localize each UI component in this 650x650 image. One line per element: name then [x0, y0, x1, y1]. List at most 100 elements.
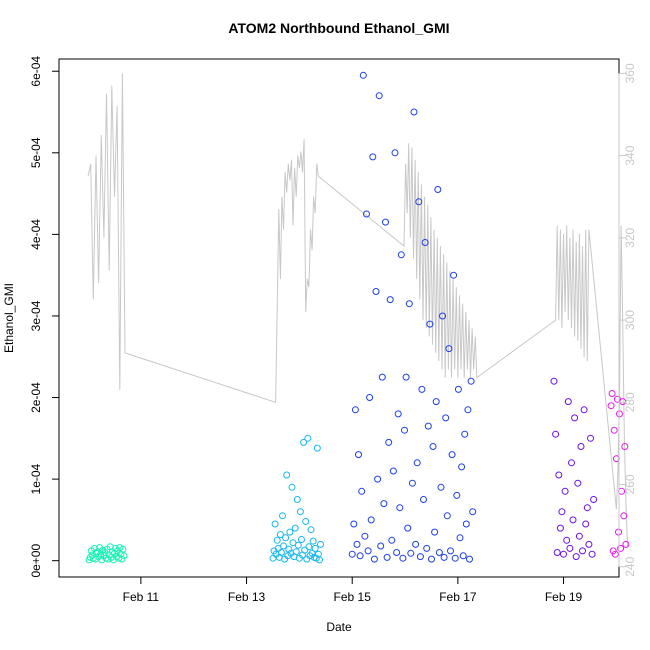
scatter-point: [563, 536, 571, 544]
scatter-point: [291, 524, 299, 532]
scatter-point: [553, 549, 561, 556]
scatter-point: [443, 512, 451, 520]
scatter-point: [404, 524, 412, 532]
scatter-point: [580, 406, 588, 414]
scatter-point: [348, 550, 356, 558]
y-axis-left: 0e+00 1e-04 2e-04 3e-04 4e-04 5e-04 6e-04: [29, 56, 60, 578]
scatter-point: [313, 444, 321, 452]
scatter-point: [448, 451, 456, 459]
scatter-point: [269, 554, 277, 562]
scatter-point: [454, 385, 462, 393]
scatter-point: [119, 545, 127, 553]
scatter-point: [447, 547, 454, 555]
y2-tick-label: 280: [623, 392, 637, 412]
x-tick-label: Feb 17: [439, 590, 477, 604]
scatter-point: [408, 479, 416, 487]
scatter-point: [377, 542, 385, 550]
y2-tick-label: 340: [623, 145, 637, 165]
scatter-point: [288, 483, 296, 491]
x-tick-label: Feb 11: [123, 590, 160, 604]
y2-tick-label: 320: [623, 228, 637, 248]
scatter-point: [286, 528, 294, 536]
scatter-point: [561, 487, 569, 495]
scatter-point: [316, 556, 323, 564]
scatter-point: [375, 92, 383, 100]
scatter-point: [317, 540, 324, 548]
scatter-point: [610, 426, 618, 434]
scatter-point: [364, 547, 372, 555]
scatter-point: [273, 536, 281, 544]
scatter-point: [453, 491, 461, 499]
scatter-point: [309, 537, 317, 545]
scatter-point: [588, 550, 596, 558]
scatter-point: [423, 544, 431, 552]
scatter-series-2: [269, 434, 324, 564]
scatter-point: [394, 410, 402, 418]
scatter-point: [396, 504, 404, 512]
scatter-point: [432, 398, 440, 406]
scatter-point: [426, 320, 434, 328]
scatter-point: [276, 531, 284, 539]
scatter-point: [590, 496, 598, 503]
x-tick-label: Feb 19: [545, 590, 583, 604]
scatter-point: [622, 540, 630, 548]
scatter-point: [587, 434, 594, 442]
scatter-point: [361, 532, 369, 540]
y-tick-label: 5e-04: [29, 137, 43, 168]
scatter-point: [294, 541, 302, 549]
scatter-point: [555, 471, 563, 479]
scatter-point: [386, 296, 394, 304]
y-tick-label: 4e-04: [29, 219, 43, 250]
scatter-point: [462, 520, 470, 528]
scatter-point: [464, 406, 472, 414]
scatter-point: [585, 540, 593, 548]
scatter-point: [271, 520, 279, 528]
scatter-point: [353, 540, 361, 548]
scatter-point: [424, 422, 432, 430]
scatter-point: [418, 385, 426, 393]
scatter-point: [283, 471, 291, 479]
scatter-point: [440, 553, 448, 561]
x-axis-label: Date: [326, 620, 352, 634]
scatter-point: [358, 487, 366, 495]
scatter-point: [412, 540, 420, 548]
scatter-point: [282, 534, 290, 542]
scatter-point: [569, 516, 577, 524]
scatter-point: [620, 512, 628, 520]
scatter-point: [582, 520, 590, 528]
scatter-point: [300, 438, 308, 446]
scatter-point: [451, 554, 459, 562]
scatter-point: [566, 544, 574, 552]
scatter-series-1: [85, 543, 128, 564]
scatter-point: [359, 71, 367, 79]
scatter-point: [305, 543, 313, 551]
scatter-series-4: [550, 377, 598, 561]
y2-tick-label: 240: [623, 556, 637, 576]
scatter-series-3: [348, 71, 477, 563]
scatter-point: [619, 398, 627, 406]
scatter-point: [407, 549, 415, 557]
chart-title: ATOM2 Northbound Ethanol_GMI: [228, 20, 449, 36]
scatter-point: [617, 544, 625, 552]
scatter-point: [574, 479, 582, 487]
scatter-point: [401, 426, 408, 434]
scatter-point: [558, 508, 566, 516]
scatter-point: [351, 406, 359, 414]
scatter-point: [579, 547, 586, 555]
scatter-point: [467, 377, 475, 385]
scatter-point: [369, 153, 377, 161]
scatter-point: [380, 500, 388, 508]
scatter-point: [391, 149, 399, 157]
scatter-point: [458, 463, 466, 471]
scatter-point: [608, 390, 616, 397]
scatter-point: [298, 536, 305, 543]
scatter-point: [571, 414, 579, 422]
scatter-point: [363, 210, 370, 218]
scatter-point: [439, 312, 446, 320]
scatter-point: [302, 518, 310, 525]
scatter-point: [311, 544, 319, 552]
scatter-point: [296, 508, 304, 516]
scatter-point: [466, 555, 473, 563]
scatter-point: [355, 451, 362, 459]
